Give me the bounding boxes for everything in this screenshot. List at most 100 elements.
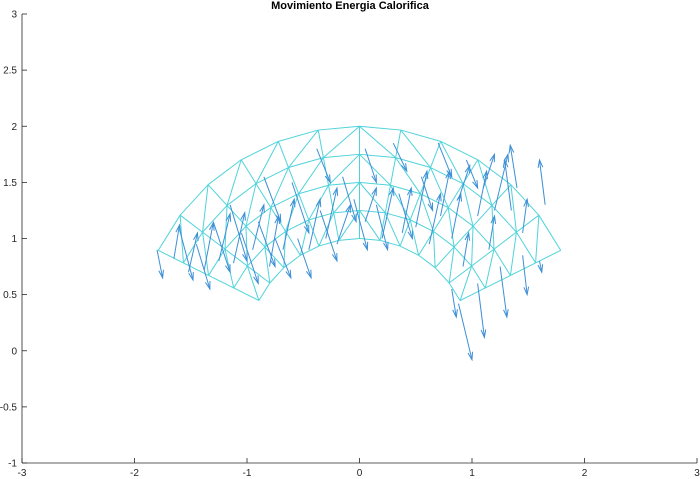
- y-tick-label: 3: [11, 10, 17, 21]
- flux-arrow: [502, 158, 512, 211]
- mesh-edge: [233, 287, 260, 301]
- mesh-edge: [471, 248, 495, 267]
- flux-arrow: [364, 148, 377, 184]
- flux-arrow: [316, 148, 331, 184]
- flux-arrow: [269, 214, 280, 267]
- mesh-edge: [298, 157, 324, 194]
- mesh-edge: [207, 159, 242, 186]
- flux-arrow: [291, 182, 310, 235]
- mesh-edge: [359, 153, 396, 159]
- flux-arrow: [465, 159, 479, 190]
- flux-arrow: [229, 204, 248, 263]
- flux-arrow: [401, 186, 413, 233]
- flux-arrow: [477, 283, 487, 339]
- y-tick-label: 2: [11, 122, 17, 133]
- mesh-edge: [430, 167, 449, 208]
- mesh-edge: [440, 141, 464, 184]
- flux-arrow: [218, 212, 232, 262]
- mesh-edge: [158, 249, 184, 264]
- mesh-edge: [359, 209, 386, 214]
- mesh-edge: [432, 231, 436, 268]
- mesh-edge: [245, 183, 257, 227]
- flux-arrow: [297, 238, 312, 280]
- mesh-edge: [247, 265, 271, 284]
- mesh-edge: [224, 205, 228, 250]
- mesh-edge: [269, 267, 285, 284]
- mesh-edge: [285, 193, 300, 232]
- x-tick-label: 0: [357, 468, 363, 479]
- flux-arrow: [325, 186, 339, 239]
- mesh-edge: [462, 183, 474, 227]
- mesh-edge: [233, 265, 248, 289]
- flux-arrow: [522, 255, 530, 297]
- mesh-edge: [484, 248, 495, 289]
- mesh-edge: [471, 226, 474, 267]
- mesh-edge: [226, 159, 242, 206]
- mesh-edge: [270, 193, 299, 208]
- mesh-edge: [208, 274, 234, 289]
- mesh-edge: [207, 184, 228, 206]
- mesh-edge: [448, 265, 472, 284]
- mesh-edge: [433, 207, 449, 232]
- flux-arrow: [308, 197, 322, 250]
- y-tick-label: 0.5: [3, 290, 17, 301]
- mesh-edge: [462, 183, 493, 206]
- mesh-edge: [510, 184, 540, 216]
- mesh-edge: [510, 262, 536, 276]
- mesh-edge: [328, 181, 360, 186]
- mesh-edge: [453, 246, 472, 267]
- flux-arrow: [537, 158, 546, 205]
- flux-arrow: [353, 199, 369, 252]
- mesh-edge: [318, 125, 360, 131]
- x-tick-label: 3: [694, 468, 700, 479]
- x-tick-label: 1: [469, 468, 475, 479]
- mesh-edge: [380, 239, 401, 247]
- flux-arrow: [428, 191, 442, 245]
- mesh-edge: [516, 214, 540, 233]
- mesh-edge: [434, 246, 455, 269]
- mesh-edge: [328, 185, 335, 213]
- mesh-edge: [440, 140, 479, 161]
- mesh-edge: [246, 265, 260, 301]
- mesh-edge: [288, 167, 300, 194]
- mesh-edge: [208, 248, 226, 276]
- mesh-edge: [202, 205, 228, 233]
- mesh-edge: [183, 262, 209, 276]
- mesh-edge: [472, 225, 495, 250]
- flux-arrow: [451, 288, 458, 319]
- mesh-edge: [409, 219, 420, 256]
- mesh-edge: [493, 231, 517, 250]
- mesh-edge: [491, 184, 512, 206]
- mesh-edge: [308, 212, 334, 221]
- mesh-edge: [247, 246, 266, 267]
- mesh-edge: [317, 129, 324, 158]
- y-tick-label: 0: [11, 346, 17, 357]
- mesh-edge: [389, 157, 397, 186]
- mesh-edge: [283, 254, 301, 269]
- flux-arrow: [488, 214, 497, 250]
- heat-flux-arrows: [156, 142, 546, 362]
- mesh-edge: [453, 225, 474, 248]
- mesh-edge: [434, 267, 450, 284]
- mesh-edge: [459, 287, 486, 301]
- mesh-edge: [359, 153, 391, 186]
- x-tick-label: -3: [18, 468, 27, 479]
- mesh-edge: [255, 183, 272, 208]
- mesh-edge: [395, 129, 402, 158]
- mesh-edge: [300, 245, 320, 256]
- mesh-edge: [333, 212, 340, 241]
- flux-arrow: [188, 231, 199, 273]
- mesh-edge: [471, 265, 486, 289]
- mesh-edge: [433, 230, 455, 248]
- flux-arrow: [179, 229, 194, 282]
- mesh-edge: [535, 249, 561, 264]
- flux-arrow: [257, 221, 276, 269]
- flux-arrow: [440, 169, 451, 217]
- flux-arrow: [364, 186, 377, 222]
- x-tick-label: -1: [243, 468, 252, 479]
- mesh-edge: [390, 184, 421, 195]
- mesh-edge: [472, 205, 493, 227]
- flux-arrow: [342, 176, 357, 224]
- mesh-edge: [485, 274, 511, 289]
